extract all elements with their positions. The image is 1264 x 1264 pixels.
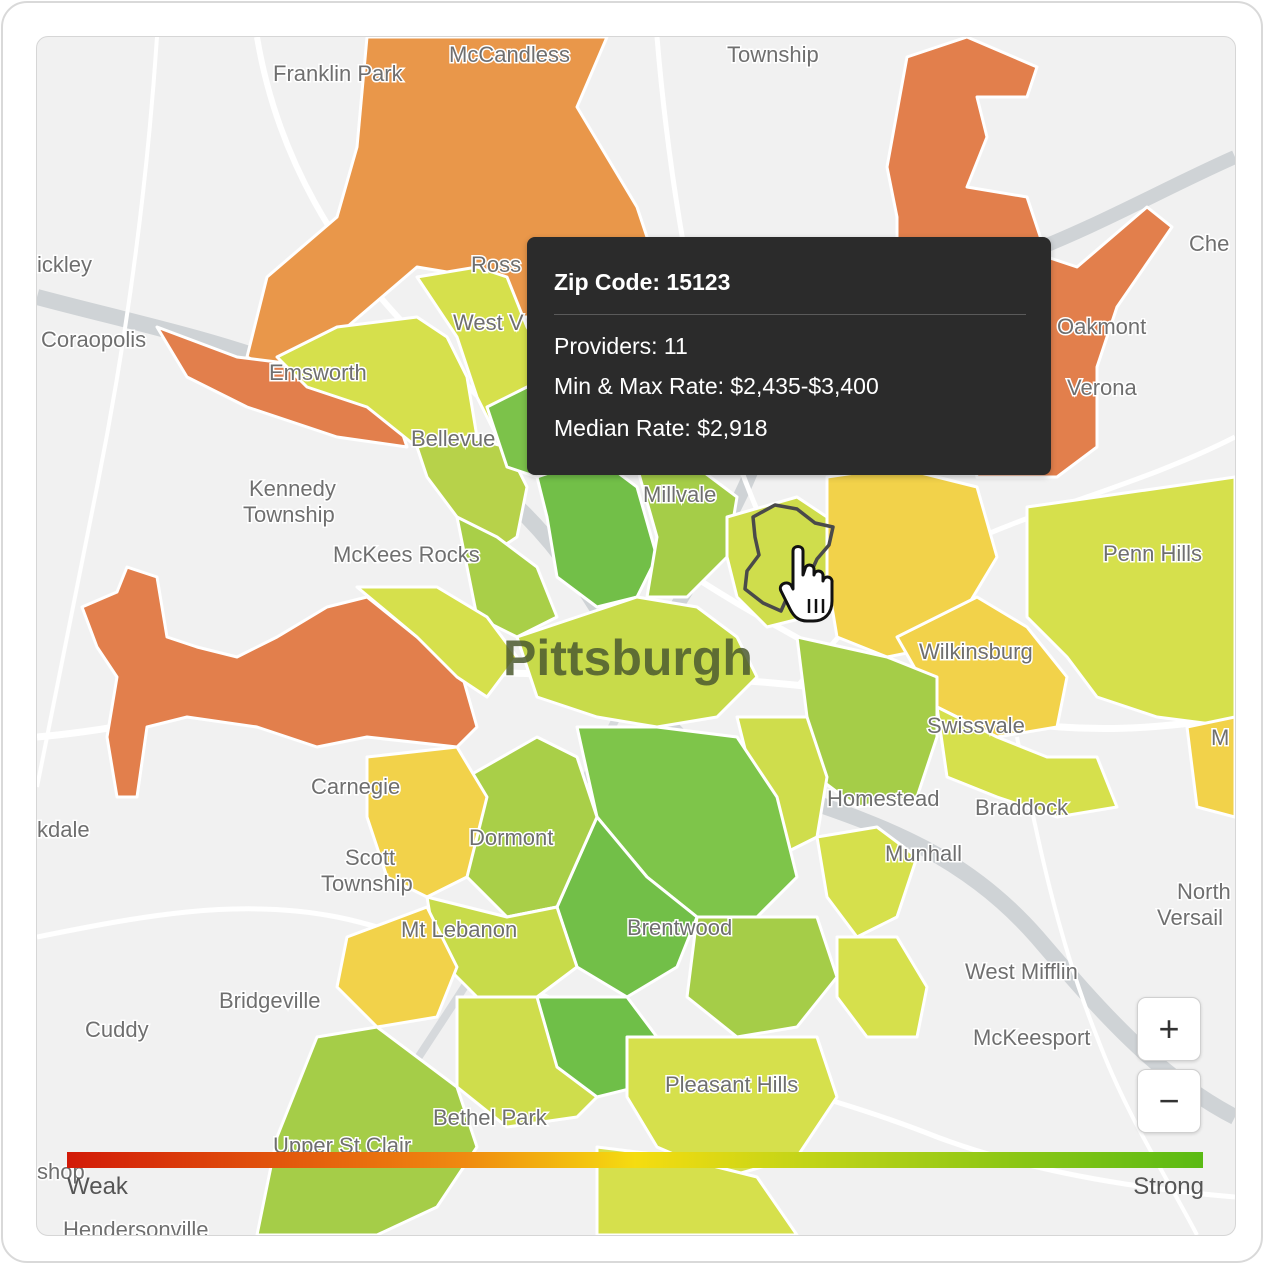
tooltip-median: Median Rate: $2,918	[554, 415, 768, 441]
place-label: kdale	[37, 817, 90, 842]
zip-region-dormont[interactable]	[465, 735, 599, 919]
place-label: Munhall	[885, 841, 962, 866]
legend-gradient-bar	[67, 1152, 1203, 1168]
map-viewport[interactable]: McCandless Township Franklin Park ickley…	[36, 36, 1236, 1236]
zoom-in-button[interactable]: +	[1137, 997, 1201, 1061]
place-label: West Mifflin	[965, 959, 1078, 984]
zip-region-bridgeville[interactable]	[335, 905, 459, 1029]
zip-region-penn-hills[interactable]	[1025, 475, 1235, 729]
zoom-out-button[interactable]: −	[1137, 1069, 1201, 1133]
place-label: Kennedy	[249, 476, 336, 501]
place-label: Township	[321, 871, 413, 896]
place-label: Pleasant Hills	[665, 1072, 798, 1097]
place-label: Mt Lebanon	[401, 917, 517, 942]
place-label: Township	[727, 42, 819, 67]
legend-high-label: Strong	[1133, 1173, 1204, 1200]
hand-pointer-icon	[778, 545, 834, 623]
zip-region-scott[interactable]	[365, 745, 489, 899]
zip-region-east-m[interactable]	[1185, 715, 1235, 819]
zip-region-downtown[interactable]	[515, 595, 759, 729]
zip-region-south-light[interactable]	[685, 915, 839, 1039]
place-label: Coraopolis	[41, 327, 146, 352]
place-label: Braddock	[975, 795, 1069, 820]
place-label: Brentwood	[627, 915, 732, 940]
map-canvas[interactable]: McCandless Township Franklin Park ickley…	[37, 37, 1235, 1235]
place-label: Bellevue	[411, 426, 495, 451]
place-label: Swissvale	[927, 713, 1025, 738]
zip-region-mckees-rocks[interactable]	[455, 515, 559, 639]
minus-icon: −	[1158, 1080, 1180, 1121]
place-label: Oakmont	[1057, 314, 1146, 339]
place-label: ickley	[37, 252, 92, 277]
zip-region-west-mifflin[interactable]	[835, 935, 929, 1039]
place-label: Scott	[345, 845, 395, 870]
place-label: McCandless	[449, 42, 570, 67]
place-label: Township	[243, 502, 335, 527]
place-label: Bridgeville	[219, 988, 321, 1013]
zip-region-west-orange[interactable]	[80, 565, 479, 799]
place-label: Hendersonville	[63, 1217, 209, 1235]
place-label: Homestead	[827, 786, 940, 811]
legend-low-label: Weak	[67, 1173, 128, 1200]
tooltip-title: Zip Code: 15123	[554, 269, 731, 295]
place-label: McKees Rocks	[333, 542, 480, 567]
place-label: Bethel Park	[433, 1105, 548, 1130]
place-label: M	[1211, 725, 1229, 750]
zip-region-upper-st-clair[interactable]	[255, 1025, 479, 1235]
place-labels: McCandless Township Franklin Park ickley…	[37, 41, 1232, 1236]
place-label: Emsworth	[269, 360, 367, 385]
tooltip-providers: Providers: 11	[554, 333, 688, 359]
place-label: Penn Hills	[1103, 541, 1202, 566]
plus-icon: +	[1158, 1008, 1180, 1049]
place-label: McKeesport	[973, 1025, 1090, 1050]
tooltip-divider	[554, 314, 1026, 315]
place-label: North	[1177, 879, 1231, 904]
place-label: Verona	[1067, 375, 1137, 400]
place-label: Cuddy	[85, 1017, 149, 1042]
zip-region-emsworth[interactable]	[275, 315, 479, 459]
place-label: Millvale	[643, 482, 716, 507]
place-label: Carnegie	[311, 774, 400, 799]
zip-tooltip: Zip Code: 15123 Providers: 11 Min & Max …	[527, 237, 1051, 475]
place-label: Dormont	[469, 825, 553, 850]
place-label: Franklin Park	[273, 61, 404, 86]
place-label: Versail	[1157, 905, 1223, 930]
place-label: West V	[453, 310, 524, 335]
zip-region-homestead[interactable]	[815, 825, 919, 939]
place-label: Wilkinsburg	[919, 639, 1033, 664]
place-label: Che	[1189, 231, 1229, 256]
place-label: Ross	[471, 252, 521, 277]
zip-region-millvale-dark[interactable]	[535, 455, 659, 609]
zip-region-bellevue[interactable]	[415, 435, 529, 559]
zip-region-swissvale[interactable]	[935, 705, 1119, 819]
tooltip-rate-range: Min & Max Rate: $2,435-$3,400	[554, 373, 879, 399]
city-label: Pittsburgh	[503, 630, 753, 686]
zip-region-west-yellow[interactable]	[355, 585, 519, 699]
zip-region-coraopolis-strip[interactable]	[155, 325, 409, 449]
